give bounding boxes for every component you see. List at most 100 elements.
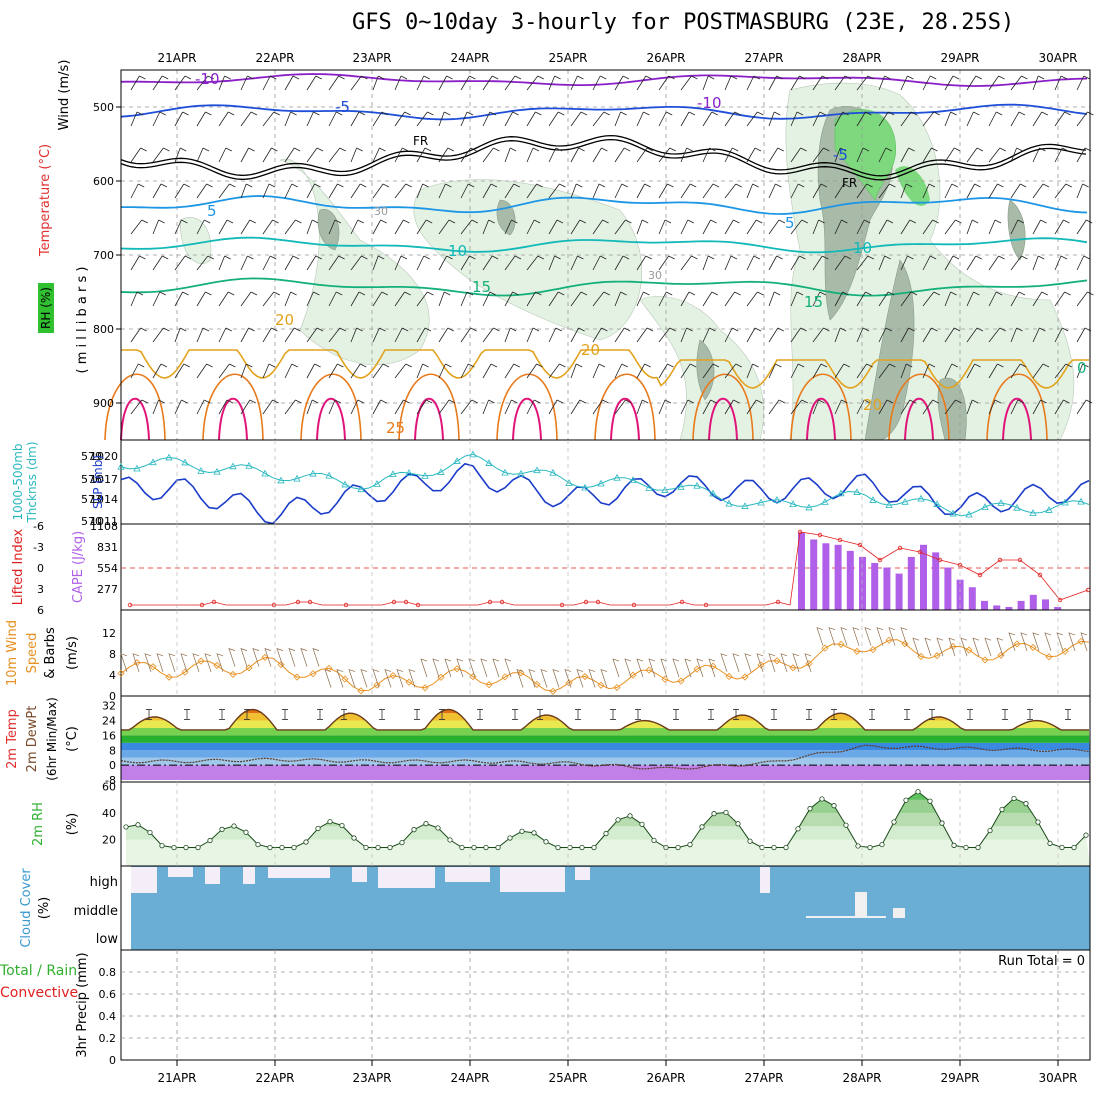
- minmax-bar: [929, 709, 935, 720]
- wind-barb: [526, 255, 544, 271]
- thickness-marker: [805, 503, 813, 511]
- wind-barb-10m: [480, 658, 488, 678]
- wind-barb: [1010, 147, 1023, 163]
- wind-barb: [174, 363, 190, 379]
- date-label-bottom: 30APR: [1038, 1071, 1077, 1085]
- temp-line: [121, 708, 1089, 731]
- wind-barb: [438, 219, 456, 235]
- wind-barb: [306, 291, 320, 307]
- wind-barb-10m: [324, 668, 332, 688]
- wind-barb: [130, 147, 147, 163]
- date-label-top: 24APR: [450, 51, 489, 65]
- wind-barb: [570, 399, 586, 415]
- wind-barb: [856, 183, 873, 199]
- rh2m-marker: [831, 803, 837, 809]
- wind-barb: [988, 183, 1004, 199]
- wind-barb: [570, 219, 586, 235]
- wind-barb: [900, 111, 918, 127]
- wind-barb-10m: [780, 653, 788, 672]
- wind-barb: [592, 183, 606, 199]
- cape-bar: [810, 539, 818, 610]
- wind10-axis-label: 10m Wind: [5, 620, 20, 686]
- wind-barb: [724, 111, 741, 127]
- wind-barb-10m: [972, 637, 980, 657]
- cape-bar: [981, 600, 988, 610]
- wind-barb: [548, 111, 565, 127]
- wind-barb: [482, 183, 498, 199]
- thickness-marker: [965, 510, 973, 518]
- wind-barb: [416, 399, 433, 415]
- wind-barb: [724, 399, 740, 415]
- wind-barb: [548, 363, 566, 379]
- wind-barb: [196, 291, 212, 307]
- wind-barb: [680, 255, 698, 271]
- wind-barb: [680, 327, 693, 343]
- wind-barb: [592, 255, 607, 271]
- wind-marker: [389, 671, 397, 680]
- wind-barb-10m: [420, 658, 428, 678]
- wind-barb: [636, 147, 654, 163]
- li-marker: [403, 599, 409, 605]
- wind-barb: [372, 363, 390, 379]
- wind-barb-10m: [312, 648, 320, 667]
- wind-barb: [1076, 219, 1093, 235]
- wind-barb-10m: [1044, 632, 1052, 652]
- wind-barb: [1054, 327, 1069, 343]
- wind-barb: [658, 219, 672, 235]
- wind-barb: [746, 363, 759, 379]
- li-marker: [295, 599, 301, 605]
- temp-contour-25: [202, 373, 264, 441]
- wind-barb: [658, 363, 674, 379]
- wind-barb: [636, 111, 650, 127]
- wind-barb: [856, 147, 870, 163]
- wind-barb: [592, 147, 608, 163]
- rh2m-marker: [471, 844, 477, 851]
- wind-barb-10m: [852, 627, 860, 646]
- wind-barb: [834, 75, 852, 91]
- wind-barb: [966, 147, 984, 163]
- wind-barb: [196, 363, 213, 379]
- wind-barb: [152, 399, 165, 415]
- wind-barb: [218, 291, 235, 307]
- li-marker: [631, 602, 637, 608]
- wind-barb: [988, 147, 1006, 163]
- wind-barb: [724, 219, 740, 235]
- wind-barb: [306, 327, 324, 343]
- wind-barb: [306, 363, 321, 379]
- wind-barb: [284, 75, 300, 91]
- wind-barb: [526, 327, 540, 343]
- precip-tick-label: 0.6: [99, 988, 117, 1001]
- wind-barb: [702, 399, 717, 415]
- rh2m-marker: [915, 789, 921, 795]
- wind-barb: [482, 327, 500, 343]
- rh2m-marker: [615, 817, 621, 823]
- thickness-marker: [277, 476, 285, 484]
- wind-barb: [372, 327, 386, 343]
- wind-barb: [614, 75, 630, 91]
- wind-barb: [658, 255, 675, 271]
- wind-barb: [438, 327, 454, 343]
- wind-barb: [394, 327, 409, 343]
- wind-barb: [548, 291, 565, 307]
- rh2m-marker: [987, 827, 993, 834]
- wind-barb: [900, 399, 916, 415]
- wind-barb-10m: [456, 658, 464, 678]
- rh2m-marker: [387, 844, 393, 851]
- wind-barb: [900, 75, 914, 91]
- wind-barb: [328, 219, 342, 235]
- wind-barb-10m: [156, 653, 164, 672]
- rh2m-axis-label: 2m RH: [31, 802, 46, 846]
- wind-barb: [372, 255, 385, 271]
- wind-barb: [174, 75, 192, 91]
- wind-barb: [152, 327, 170, 343]
- cape-bar: [920, 544, 927, 610]
- rh2m-marker: [975, 844, 981, 851]
- wind-barb: [724, 147, 739, 163]
- slp-line: [120, 462, 1090, 525]
- date-label-top: 21APR: [157, 51, 196, 65]
- rh2m-marker: [1071, 844, 1077, 851]
- wind-barb: [350, 291, 366, 307]
- wind-barb: [504, 111, 519, 127]
- wind-barb: [130, 255, 146, 271]
- wind-barb: [988, 363, 1004, 379]
